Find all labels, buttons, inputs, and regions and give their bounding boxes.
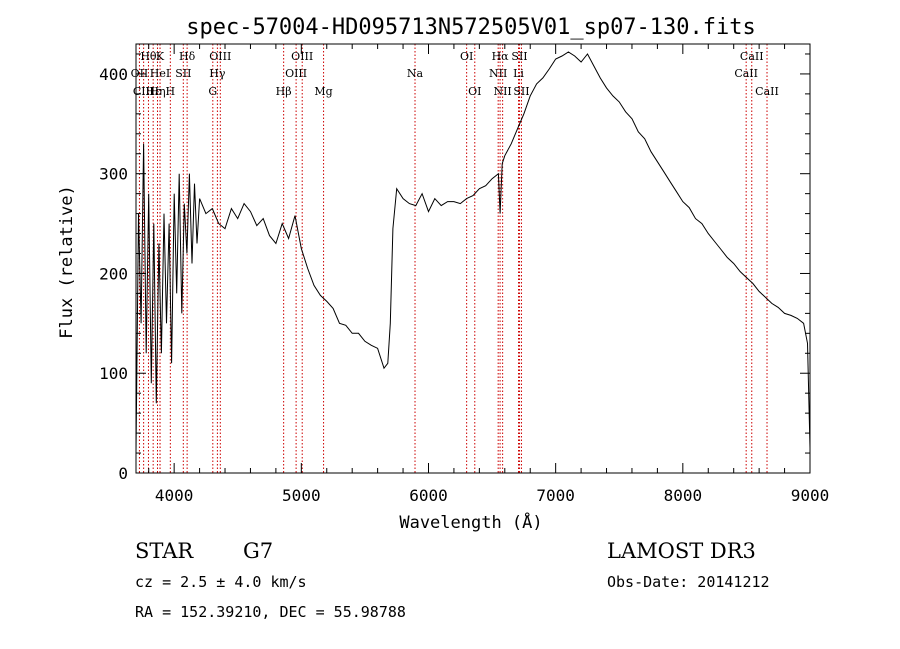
marker-label: NII [493,85,511,98]
marker-label: SII [511,50,527,63]
marker-label: Hδ [179,50,196,63]
chart-title: spec-57004-HD095713N572505V01_sp07-130.f… [186,15,756,40]
marker-label: Hβ [276,85,292,98]
object-class: STAR [135,539,194,563]
marker-label: Hα [492,50,510,63]
y-tick-label: 0 [118,464,128,483]
x-tick-label: 9000 [791,486,830,505]
marker-label: Hε [146,85,162,98]
observation-date: Obs-Date: 20141212 [607,573,770,591]
spectral-subclass: G7 [243,539,274,563]
marker-label: H [166,85,176,98]
redshift-cz: cz = 2.5 ± 4.0 km/s [135,573,307,591]
marker-label: Hη [149,85,165,98]
marker-label: Li [513,67,524,80]
x-tick-label: 8000 [664,486,703,505]
y-tick-label: 200 [99,264,128,283]
marker-label: Hγ [209,67,226,80]
marker-label: CIII [133,85,154,98]
x-tick-label: 7000 [536,486,575,505]
survey-name: LAMOST DR3 [607,539,756,563]
x-tick-label: 5000 [282,486,321,505]
x-tick-label: 4000 [155,486,194,505]
y-tick-label: 100 [99,364,128,383]
axes-frame [135,43,811,474]
marker-label: CaII [734,67,758,80]
marker-label: CaII [755,85,779,98]
marker-label: HeI [150,67,170,80]
x-tick-label: 6000 [409,486,448,505]
marker-label: NII [489,67,507,80]
marker-label: OIII [285,67,307,80]
x-axis-ticks: 4000 5000 6000 7000 8000 9000 [148,44,830,505]
marker-label: Hθ [140,50,157,63]
spectrum-series-line [135,51,811,454]
marker-label: OI [468,85,481,98]
y-tick-label: 400 [99,65,128,84]
marker-label: OIII [209,50,231,63]
marker-label: OI [460,50,473,63]
y-axis-ticks: 0 100 200 300 400 [99,53,810,483]
marker-label: K [156,50,165,63]
y-tick-label: 300 [99,165,128,184]
line-markers [138,44,768,473]
marker-label: OIII [291,50,313,63]
ra-dec-coords: RA = 152.39210, DEC = 55.98788 [135,603,406,621]
marker-label: SII [175,67,191,80]
marker-label: CaII [740,50,764,63]
y-axis-label: Flux (relative) [57,185,77,339]
marker-label: Na [407,67,424,80]
x-axis-label: Wavelength (Å) [399,511,542,533]
marker-label: Mg [314,85,332,98]
marker-label: SII [513,85,529,98]
marker-label: G [208,85,217,98]
